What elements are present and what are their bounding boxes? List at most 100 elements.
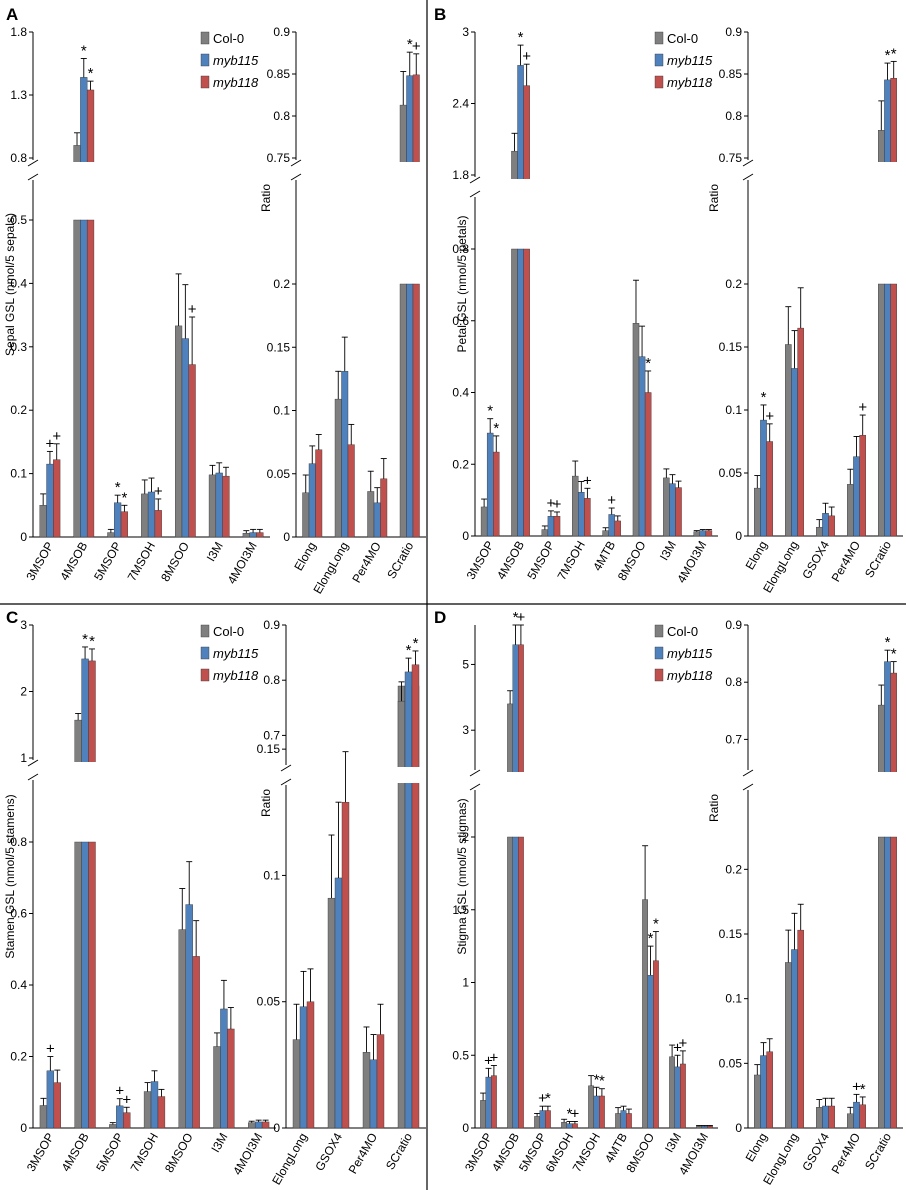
bar-myb118-4msob xyxy=(518,836,524,1129)
significance-mark: * xyxy=(567,1105,573,1122)
bar-col-0-4mtb xyxy=(602,530,609,537)
bar-myb115-4msob xyxy=(80,219,88,538)
bar-myb118-scratio-upper xyxy=(890,77,897,167)
bar-col-0-scratio xyxy=(878,836,885,1129)
significance-mark: + xyxy=(583,472,592,489)
y-tick-label: 0.15 xyxy=(267,340,291,354)
x-tick-label: 7MSOH xyxy=(125,540,158,584)
bar-myb118-4msob xyxy=(88,841,96,1129)
y-tick-label: 0.8 xyxy=(10,835,27,849)
bar-myb118-4moi3m xyxy=(261,1121,270,1129)
y-tick-label: 0.9 xyxy=(725,618,742,632)
significance-mark: + xyxy=(607,492,616,509)
bar-myb118-elonglong xyxy=(797,327,804,537)
bar-myb115-3msop xyxy=(46,463,54,538)
bar-break-gap xyxy=(79,162,89,178)
y-tick-label: 1.3 xyxy=(10,88,27,102)
bar-col-0-7msoh xyxy=(141,493,149,538)
bar-myb118-4msob xyxy=(523,248,530,537)
axis-break-mark xyxy=(27,159,39,167)
bar-myb115-5msop xyxy=(539,1110,546,1129)
bar-myb118-scratio xyxy=(412,283,420,538)
x-tick-label: SCratio xyxy=(862,538,894,580)
bar-myb115-4msob xyxy=(81,841,89,1129)
significance-mark: * xyxy=(545,1090,551,1107)
bar-myb118-3msop xyxy=(53,1082,61,1129)
significance-mark: + xyxy=(490,1049,499,1066)
bar-myb115-3msop xyxy=(46,1070,55,1129)
bar-col-0-i3m xyxy=(208,474,217,538)
y-tick-label: 0.2 xyxy=(273,277,290,291)
legend-swatch-col-0 xyxy=(654,624,664,638)
bar-col-0-5msop xyxy=(534,1116,541,1129)
y-tick-label: 0.4 xyxy=(10,978,27,992)
y-tick-label: 0.15 xyxy=(719,927,743,941)
legend-label-col-0: Col-0 xyxy=(667,31,698,46)
bar-break-gap xyxy=(511,772,520,788)
y-tick-label: 0.8 xyxy=(263,673,280,687)
bar-col-0-scratio xyxy=(399,283,407,538)
bar-myb118-4moi3m xyxy=(707,1126,713,1129)
y-tick-label: 2.4 xyxy=(452,97,469,111)
bar-col-0-7msoh xyxy=(588,1085,595,1129)
bar-myb118-scratio-upper xyxy=(411,664,420,772)
bar-myb115-4moi3m xyxy=(701,1126,708,1129)
bar-myb115-elong xyxy=(760,419,767,537)
y-tick-label: 1 xyxy=(20,751,27,765)
x-tick-label: 7MSOH xyxy=(128,1131,161,1175)
bar-myb118-5msop xyxy=(553,516,561,537)
axis-break-mark xyxy=(469,190,481,198)
bar-myb118-8msoo xyxy=(644,392,652,537)
bar-col-0-elonglong xyxy=(785,962,792,1129)
bar-myb115-elong xyxy=(308,463,316,538)
bar-myb118-4msob-upper xyxy=(86,89,95,167)
bar-col-0-elonglong xyxy=(334,398,342,538)
x-tick-label: Per4MO xyxy=(829,539,863,585)
bar-myb115-per4mo xyxy=(373,502,381,538)
bar-col-0-5msop xyxy=(107,532,115,538)
axis-break-mark xyxy=(280,778,292,786)
significance-mark: * xyxy=(493,420,499,437)
legend-swatch-myb115 xyxy=(200,53,210,67)
bar-myb115-scratio-upper xyxy=(404,671,413,772)
bar-col-0-scratio-upper xyxy=(878,704,885,777)
significance-mark: * xyxy=(653,916,659,933)
axis-break-mark xyxy=(290,159,302,167)
y-tick-label: 0.2 xyxy=(725,862,742,876)
x-tick-label: I3M xyxy=(662,1131,684,1155)
x-tick-label: SCratio xyxy=(383,1130,415,1172)
significance-mark: * xyxy=(413,635,419,652)
legend-label-myb118: myb118 xyxy=(213,75,259,90)
y-tick-label: 0 xyxy=(20,1121,27,1135)
significance-mark: * xyxy=(885,634,891,651)
bar-myb118-per4mo xyxy=(380,478,388,538)
x-tick-label: ElongLong xyxy=(269,1131,310,1188)
panel-label-b: B xyxy=(434,5,446,24)
bar-col-0-4msob-upper xyxy=(74,719,82,767)
x-tick-label: 5MSOP xyxy=(524,539,557,582)
x-tick-label: SCratio xyxy=(384,539,416,581)
x-tick-label: 7MSOH xyxy=(554,539,587,583)
significance-mark: * xyxy=(121,489,127,506)
axis-break-mark xyxy=(290,173,302,181)
bar-myb115-i3m xyxy=(669,483,676,537)
bar-myb118-4msob xyxy=(86,219,95,538)
x-tick-label: 8MSOO xyxy=(158,540,192,585)
panel-label-c: C xyxy=(6,608,18,627)
y-tick-label: 0.8 xyxy=(452,242,469,256)
x-tick-label: 4MOI3M xyxy=(225,540,260,587)
significance-mark: + xyxy=(52,428,61,445)
bar-myb115-4moi3m xyxy=(699,530,707,537)
bar-myb118-scratio xyxy=(890,836,897,1129)
x-tick-label: GSOX4 xyxy=(312,1130,345,1173)
bar-myb118-scratio-upper xyxy=(412,74,420,167)
bar-myb118-4mtb xyxy=(614,520,621,537)
bar-col-0-7msoh xyxy=(143,1091,152,1129)
y-tick-label: 3 xyxy=(462,25,469,39)
bar-col-0-4mtb xyxy=(615,1113,622,1129)
bar-break-gap xyxy=(72,162,82,178)
bar-col-0-4msob xyxy=(511,248,518,537)
bar-col-0-scratio xyxy=(878,283,885,537)
y-tick-label: 0.6 xyxy=(452,314,469,328)
y-tick-label: 0 xyxy=(735,529,742,543)
